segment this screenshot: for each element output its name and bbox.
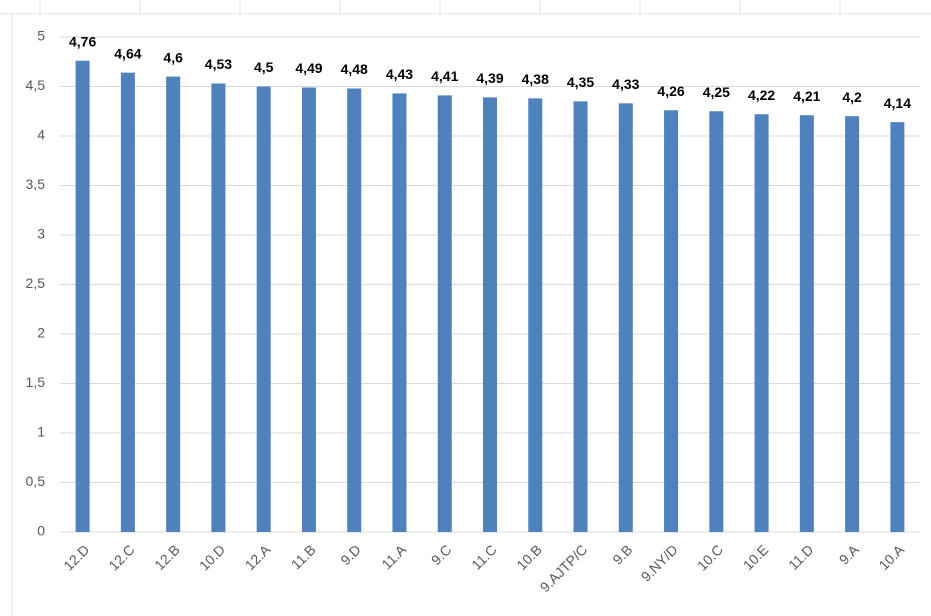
- bar: [618, 103, 633, 532]
- value-label: 4,76: [69, 33, 96, 49]
- bar: [75, 60, 90, 532]
- bar: [890, 122, 905, 532]
- bar: [211, 83, 226, 532]
- bar: [392, 93, 407, 533]
- bar: [120, 72, 135, 532]
- y-tick-label: 3,5: [26, 176, 46, 192]
- bar: [166, 76, 181, 532]
- bar: [754, 114, 769, 532]
- bar: [709, 111, 724, 532]
- bar: [799, 115, 814, 533]
- value-label: 4,21: [793, 88, 820, 104]
- value-label: 4,33: [612, 76, 639, 92]
- value-label: 4,48: [341, 61, 368, 77]
- value-label: 4,49: [295, 60, 322, 76]
- value-label: 4,25: [703, 84, 730, 100]
- y-tick-label: 4: [37, 127, 45, 143]
- y-tick-label: 3: [37, 226, 45, 242]
- value-label: 4,22: [748, 87, 775, 103]
- bar: [573, 101, 588, 532]
- value-label: 4,35: [567, 74, 594, 90]
- y-tick-label: 5: [37, 28, 45, 44]
- y-tick-label: 0,5: [26, 473, 46, 489]
- value-label: 4,41: [431, 68, 458, 84]
- bar: [256, 86, 271, 532]
- value-label: 4,14: [884, 95, 911, 111]
- value-label: 4,5: [254, 59, 274, 75]
- value-label: 4,43: [386, 66, 413, 82]
- y-tick-label: 1: [37, 424, 45, 440]
- bar: [845, 116, 860, 532]
- value-label: 4,6: [163, 49, 183, 65]
- value-label: 4,53: [205, 56, 232, 72]
- bar: [347, 88, 362, 532]
- y-tick-label: 2,5: [26, 275, 46, 291]
- y-tick-label: 1,5: [26, 374, 46, 390]
- value-label: 4,38: [522, 71, 549, 87]
- value-label: 4,26: [657, 83, 684, 99]
- value-label: 4,2: [842, 89, 862, 105]
- value-label: 4,64: [114, 45, 141, 61]
- bar: [301, 87, 316, 533]
- y-tick-label: 2: [37, 325, 45, 341]
- bar: [483, 97, 497, 532]
- value-label: 4,39: [476, 70, 503, 86]
- bar: [437, 95, 452, 532]
- y-tick-label: 4,5: [26, 77, 46, 93]
- bar: [528, 98, 543, 532]
- bar: [664, 110, 679, 532]
- y-tick-label: 0: [37, 523, 45, 539]
